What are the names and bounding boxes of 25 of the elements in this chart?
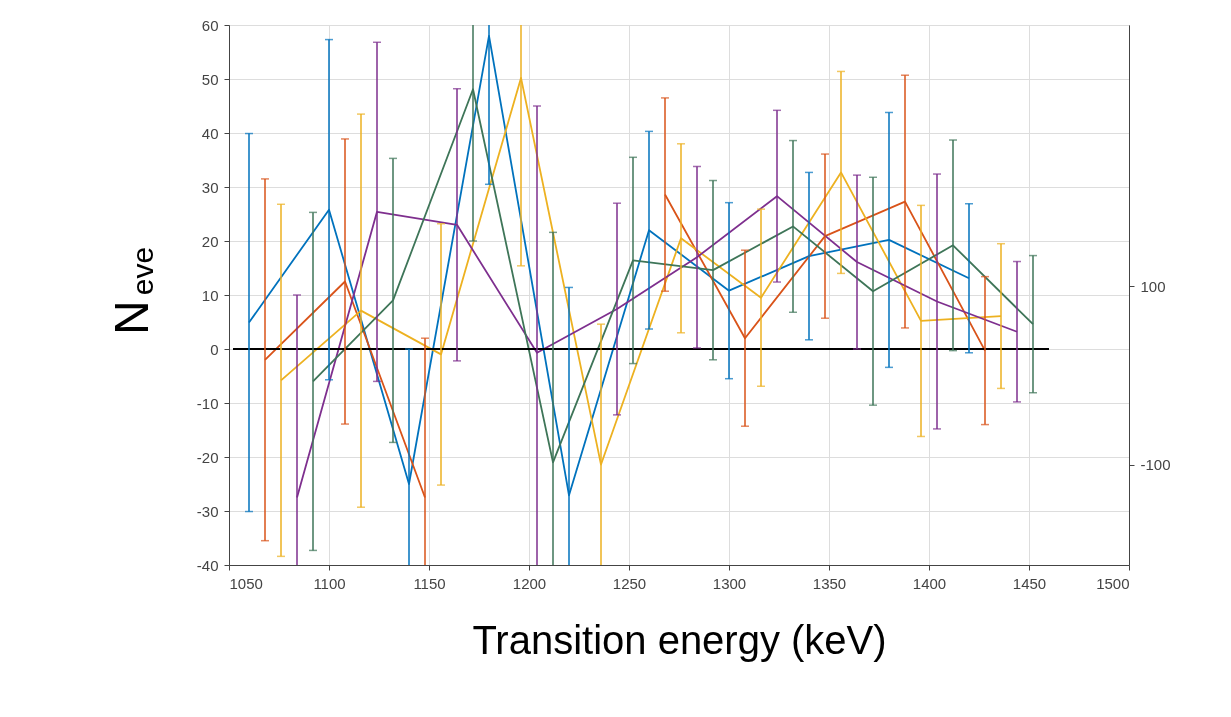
x-axis-title: Transition energy (keV)	[472, 617, 887, 662]
x-tick-label: 1350	[812, 574, 847, 592]
y-tick-label: 20	[201, 232, 219, 250]
y2-tick-label: -100	[1140, 456, 1171, 474]
y-tick-label: -10	[196, 394, 219, 412]
x-tick-label: 1500	[1096, 574, 1130, 592]
y-tick-label: 60	[201, 16, 219, 34]
x-tick-label: 1250	[612, 574, 647, 592]
y-tick-label: 10	[201, 286, 219, 304]
x-tick-label: 1400	[912, 574, 947, 592]
y-tick-label: -20	[196, 448, 219, 466]
y-tick-label: 40	[201, 124, 219, 142]
y-tick-label: 30	[201, 178, 219, 196]
x-tick-label: 1200	[512, 574, 547, 592]
y-tick-label: 0	[210, 340, 219, 358]
x-tick-label: 1050	[229, 574, 263, 592]
y-tick-label: -30	[196, 502, 219, 520]
y-axis-title: Neve	[105, 246, 159, 335]
y2-tick-label: 100	[1140, 277, 1166, 295]
x-tick-label: 1300	[712, 574, 747, 592]
x-tick-label: 1450	[1012, 574, 1047, 592]
x-tick-label: 1100	[313, 574, 346, 592]
y-tick-label: -40	[196, 556, 219, 574]
x-tick-label: 1150	[413, 574, 446, 592]
y-tick-label: 50	[201, 70, 219, 88]
